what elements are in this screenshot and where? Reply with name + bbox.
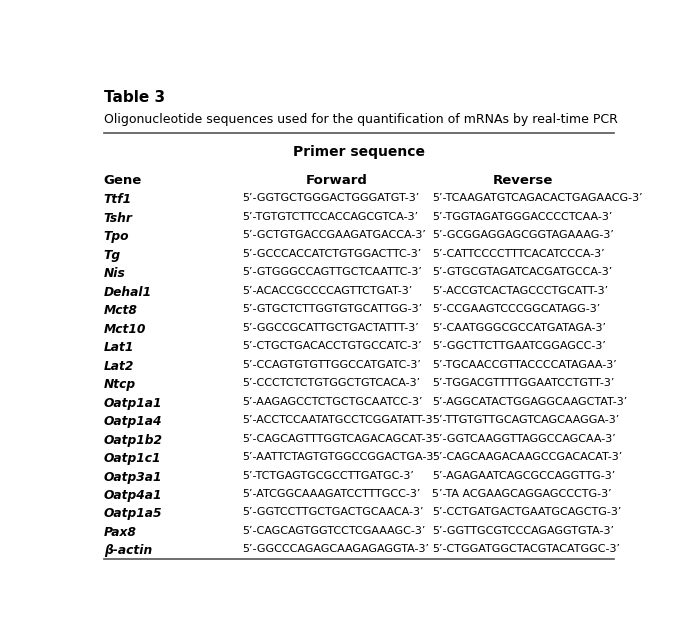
- Text: Oatp1a5: Oatp1a5: [104, 507, 162, 521]
- Text: 5’-CAGCAGTGGTCCTCGAAAGC-3’: 5’-CAGCAGTGGTCCTCGAAAGC-3’: [242, 526, 426, 536]
- Text: β-actin: β-actin: [104, 545, 152, 557]
- Text: 5’-CCGAAGTCCCGGCATAGG-3’: 5’-CCGAAGTCCCGGCATAGG-3’: [432, 304, 600, 314]
- Text: 5’-ACCTCCAATATGCCTCGGATATT-3’: 5’-ACCTCCAATATGCCTCGGATATT-3’: [242, 415, 436, 425]
- Text: 5’-CATTCCCCTTTCACATCCCA-3’: 5’-CATTCCCCTTTCACATCCCA-3’: [432, 248, 605, 258]
- Text: 5’-GGTGCTGGGACTGGGATGT-3’: 5’-GGTGCTGGGACTGGGATGT-3’: [242, 193, 419, 203]
- Text: Oatp1a4: Oatp1a4: [104, 415, 162, 428]
- Text: Pax8: Pax8: [104, 526, 136, 539]
- Text: 5’-CAGCAAGACAAGCCGACACAT-3’: 5’-CAGCAAGACAAGCCGACACAT-3’: [432, 452, 622, 462]
- Text: Tg: Tg: [104, 248, 121, 262]
- Text: 5’-GCTGTGACCGAAGATGACCA-3’: 5’-GCTGTGACCGAAGATGACCA-3’: [242, 230, 426, 240]
- Text: 5’-CAGCAGTTTGGTCAGACAGCAT-3’: 5’-CAGCAGTTTGGTCAGACAGCAT-3’: [242, 434, 436, 444]
- Text: Reverse: Reverse: [493, 174, 553, 186]
- Text: 5’-AATTCTAGTGTGGCCGGACTGA-3’: 5’-AATTCTAGTGTGGCCGGACTGA-3’: [242, 452, 437, 462]
- Text: Ttf1: Ttf1: [104, 193, 132, 206]
- Text: Primer sequence: Primer sequence: [293, 145, 425, 159]
- Text: 5’-TGGACGTTTTGGAATCCTGTT-3’: 5’-TGGACGTTTTGGAATCCTGTT-3’: [432, 378, 615, 388]
- Text: 5’-TGCAACCGTTACCCCATAGAA-3’: 5’-TGCAACCGTTACCCCATAGAA-3’: [432, 360, 617, 370]
- Text: Gene: Gene: [104, 174, 142, 186]
- Text: 5’-CTGGATGGCTACGTACATGGC-3’: 5’-CTGGATGGCTACGTACATGGC-3’: [432, 545, 620, 554]
- Text: 5’-GGTCAAGGTTAGGCCAGCAA-3’: 5’-GGTCAAGGTTAGGCCAGCAA-3’: [432, 434, 616, 444]
- Text: 5’-CCTGATGACTGAATGCAGCTG-3’: 5’-CCTGATGACTGAATGCAGCTG-3’: [432, 507, 622, 518]
- Text: 5’-CAATGGGCGCCATGATAGA-3’: 5’-CAATGGGCGCCATGATAGA-3’: [432, 322, 606, 332]
- Text: 5’-TCAAGATGTCAGACACTGAGAACG-3’: 5’-TCAAGATGTCAGACACTGAGAACG-3’: [432, 193, 643, 203]
- Text: 5’-ACCGTCACTAGCCCTGCATT-3’: 5’-ACCGTCACTAGCCCTGCATT-3’: [432, 286, 608, 296]
- Text: 5’-AGGCATACTGGAGGCAAGCTAT-3’: 5’-AGGCATACTGGAGGCAAGCTAT-3’: [432, 396, 627, 406]
- Text: Mct8: Mct8: [104, 304, 138, 317]
- Text: Oatp1c1: Oatp1c1: [104, 452, 161, 465]
- Text: 5’-TTGTGTTGCAGTCAGCAAGGA-3’: 5’-TTGTGTTGCAGTCAGCAAGGA-3’: [432, 415, 620, 425]
- Text: 5’-GGCCGCATTGCTGACTATTT-3’: 5’-GGCCGCATTGCTGACTATTT-3’: [242, 322, 419, 332]
- Text: Table 3: Table 3: [104, 90, 165, 106]
- Text: Tshr: Tshr: [104, 212, 133, 224]
- Text: Oatp3a1: Oatp3a1: [104, 470, 162, 483]
- Text: 5’-GGTTGCGTCCCAGAGGTGTA-3’: 5’-GGTTGCGTCCCAGAGGTGTA-3’: [432, 526, 614, 536]
- Text: Oatp1b2: Oatp1b2: [104, 434, 163, 447]
- Text: 5’-GTGGGCCAGTTGCTCAATTC-3’: 5’-GTGGGCCAGTTGCTCAATTC-3’: [242, 267, 422, 277]
- Text: 5’-CCCTCTCTGTGGCTGTCACA-3’: 5’-CCCTCTCTGTGGCTGTCACA-3’: [242, 378, 420, 388]
- Text: Lat2: Lat2: [104, 360, 134, 372]
- Text: Oligonucleotide sequences used for the quantification of mRNAs by real-time PCR: Oligonucleotide sequences used for the q…: [104, 113, 617, 126]
- Text: Lat1: Lat1: [104, 341, 134, 354]
- Text: Dehal1: Dehal1: [104, 286, 152, 298]
- Text: 5’-ACACCGCCCCAGTTCTGAT-3’: 5’-ACACCGCCCCAGTTCTGAT-3’: [242, 286, 412, 296]
- Text: 5’-CTGCTGACACCTGTGCCATC-3’: 5’-CTGCTGACACCTGTGCCATC-3’: [242, 341, 422, 351]
- Text: 5’-GCCCACCATCTGTGGACTTC-3’: 5’-GCCCACCATCTGTGGACTTC-3’: [242, 248, 421, 258]
- Text: Nis: Nis: [104, 267, 125, 280]
- Text: Mct10: Mct10: [104, 322, 146, 336]
- Text: 5’-GCGGAGGAGCGGTAGAAAG-3’: 5’-GCGGAGGAGCGGTAGAAAG-3’: [432, 230, 614, 240]
- Text: Oatp1a1: Oatp1a1: [104, 396, 162, 410]
- Text: 5’-GGCTTCTTGAATCGGAGCC-3’: 5’-GGCTTCTTGAATCGGAGCC-3’: [432, 341, 606, 351]
- Text: 5’-AAGAGCCTCTGCTGCAATCC-3’: 5’-AAGAGCCTCTGCTGCAATCC-3’: [242, 396, 423, 406]
- Text: Oatp4a1: Oatp4a1: [104, 489, 162, 502]
- Text: 5’-CCAGTGTGTTGGCCATGATC-3’: 5’-CCAGTGTGTTGGCCATGATC-3’: [242, 360, 421, 370]
- Text: Ntcp: Ntcp: [104, 378, 136, 391]
- Text: 5’-TA ACGAAGCAGGAGCCCTG-3’: 5’-TA ACGAAGCAGGAGCCCTG-3’: [432, 489, 612, 499]
- Text: 5’-GGCCCAGAGCAAGAGAGGTA-3’: 5’-GGCCCAGAGCAAGAGAGGTA-3’: [242, 545, 429, 554]
- Text: 5’-GTGCTCTTGGTGTGCATTGG-3’: 5’-GTGCTCTTGGTGTGCATTGG-3’: [242, 304, 422, 314]
- Text: 5’-TGGTAGATGGGACCCCTCAA-3’: 5’-TGGTAGATGGGACCCCTCAA-3’: [432, 212, 612, 222]
- Text: 5’-GTGCGTAGATCACGATGCCA-3’: 5’-GTGCGTAGATCACGATGCCA-3’: [432, 267, 612, 277]
- Text: 5’-ATCGGCAAAGATCCTTTGCC-3’: 5’-ATCGGCAAAGATCCTTTGCC-3’: [242, 489, 421, 499]
- Text: 5’-GGTCCTTGCTGACTGCAACA-3’: 5’-GGTCCTTGCTGACTGCAACA-3’: [242, 507, 424, 518]
- Text: 5’-AGAGAATCAGCGCCAGGTTG-3’: 5’-AGAGAATCAGCGCCAGGTTG-3’: [432, 470, 615, 480]
- Text: 5’-TCTGAGTGCGCCTTGATGC-3’: 5’-TCTGAGTGCGCCTTGATGC-3’: [242, 470, 414, 480]
- Text: Tpo: Tpo: [104, 230, 130, 243]
- Text: 5’-TGTGTCTTCCACCAGCGTCA-3’: 5’-TGTGTCTTCCACCAGCGTCA-3’: [242, 212, 418, 222]
- Text: Forward: Forward: [306, 174, 368, 186]
